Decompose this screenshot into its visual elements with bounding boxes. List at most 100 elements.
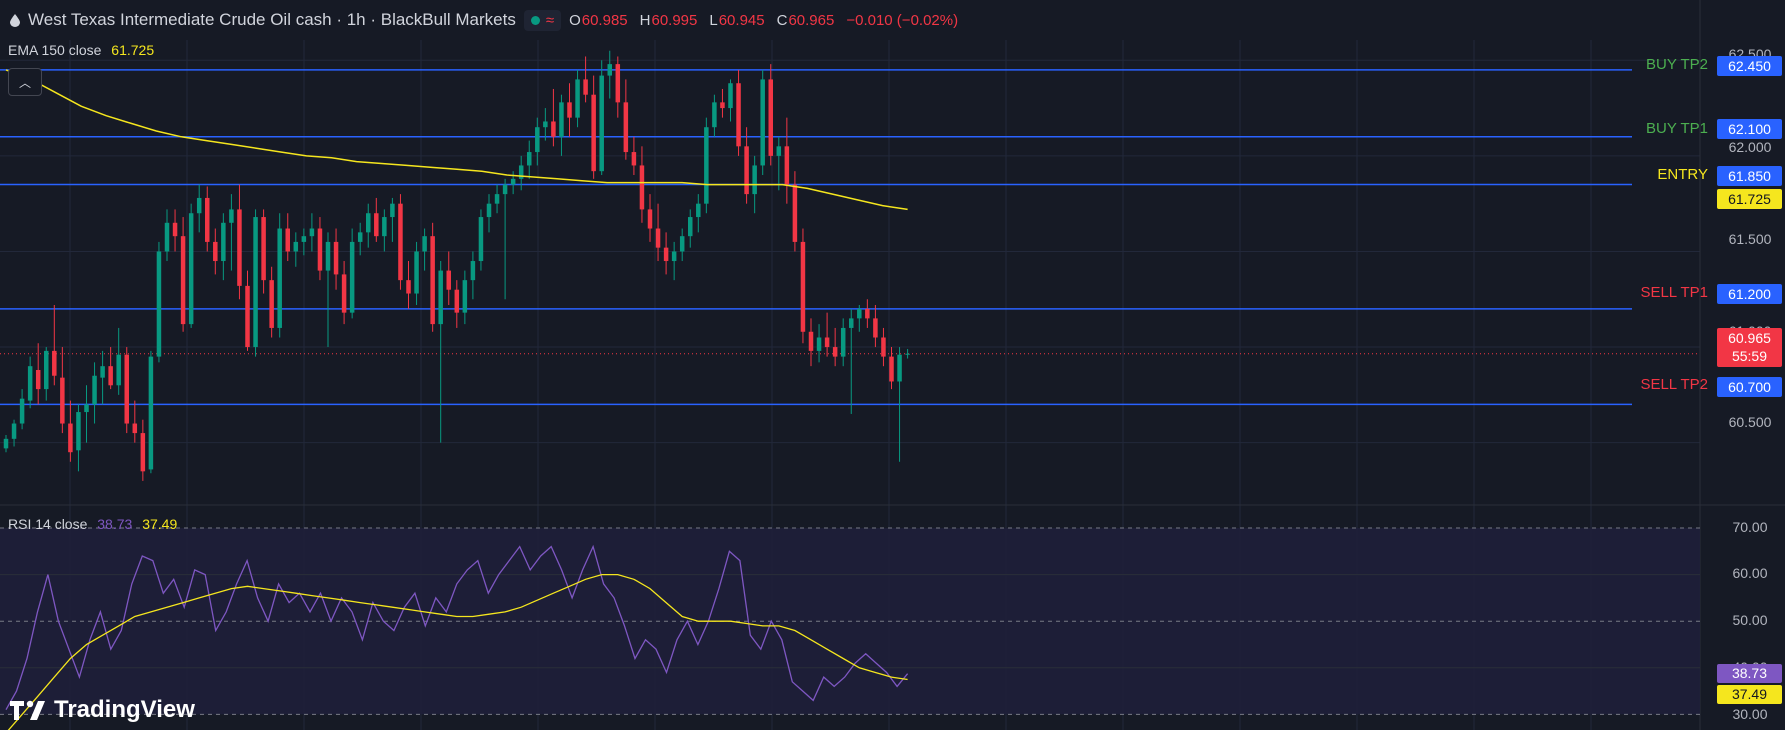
- candle: [559, 102, 564, 137]
- tradingview-logo-icon: [10, 700, 45, 720]
- candle: [832, 347, 838, 357]
- buy-tp2-label: BUY TP2: [1646, 56, 1708, 73]
- candle: [615, 64, 621, 103]
- candle: [172, 222, 178, 237]
- candle: [535, 127, 540, 153]
- candle: [164, 222, 170, 252]
- high-value: 60.995: [651, 11, 698, 29]
- logo-text: TradingView: [54, 696, 195, 723]
- candle: [679, 236, 685, 252]
- candle: [688, 217, 693, 237]
- candle: [261, 217, 266, 281]
- candle: [92, 375, 97, 405]
- candle: [84, 404, 89, 413]
- candle: [800, 241, 806, 332]
- candle: [744, 146, 749, 195]
- ema-legend[interactable]: EMA 150 close 61.725: [8, 42, 154, 58]
- candle: [116, 354, 121, 386]
- price-tick: 61.500: [1728, 231, 1772, 247]
- candle: [623, 102, 629, 153]
- candle: [736, 83, 741, 147]
- candle: [696, 203, 701, 218]
- candle: [591, 94, 596, 172]
- candle: [567, 102, 572, 118]
- candle: [478, 217, 484, 262]
- candle: [196, 197, 202, 214]
- tradingview-logo[interactable]: TradingView: [10, 696, 195, 724]
- candle: [357, 232, 363, 242]
- price-tick: 60.500: [1728, 414, 1772, 430]
- candle: [68, 423, 73, 453]
- candle: [712, 102, 717, 128]
- candle: [575, 79, 580, 118]
- candle: [824, 337, 830, 348]
- low-value: 60.945: [718, 11, 765, 29]
- current-price: 60.965: [1728, 330, 1771, 346]
- market-status-badge[interactable]: ≈: [523, 9, 562, 31]
- bar-countdown: 55:59: [1731, 348, 1768, 364]
- candle: [438, 270, 443, 325]
- candle: [857, 308, 862, 319]
- candle: [599, 75, 604, 172]
- candle: [881, 337, 886, 357]
- oil-drop-icon: [10, 13, 20, 27]
- sell-tp1-label: SELL TP1: [1640, 284, 1708, 301]
- candle: [269, 280, 274, 328]
- candle: [849, 318, 854, 328]
- candle: [229, 209, 234, 223]
- change-value: −0.010 (−0.02%): [846, 11, 959, 29]
- candle: [704, 127, 709, 204]
- collapse-legend-button[interactable]: ︿: [8, 68, 42, 96]
- buy-tp1-price-tag[interactable]: 62.100: [1717, 119, 1782, 139]
- candle: [631, 152, 637, 166]
- sell-tp1-price-tag[interactable]: 61.200: [1717, 284, 1782, 304]
- candle: [253, 217, 258, 348]
- candle: [293, 241, 299, 252]
- candle: [11, 423, 17, 439]
- rsi-line: [5, 544, 909, 711]
- close-value: 60.965: [788, 11, 835, 29]
- candle: [446, 270, 451, 290]
- candle: [349, 241, 355, 313]
- ema-legend-value: 61.725: [111, 42, 155, 58]
- candle: [140, 433, 146, 472]
- symbol-title[interactable]: West Texas Intermediate Crude Oil cash ·…: [28, 10, 516, 29]
- candle: [333, 241, 339, 275]
- rsi-value-tag: 38.73: [1717, 664, 1782, 683]
- candle: [382, 217, 387, 237]
- candle: [792, 184, 798, 242]
- sell-tp2-price-tag[interactable]: 60.700: [1717, 377, 1782, 397]
- candle: [366, 213, 371, 233]
- candle: [760, 79, 765, 166]
- candle: [325, 241, 331, 271]
- candle: [76, 412, 81, 451]
- candle: [663, 247, 669, 262]
- candle: [390, 203, 395, 218]
- rsi-legend-value: 38.73: [97, 516, 133, 532]
- chart-header: West Texas Intermediate Crude Oil cash ·…: [0, 0, 958, 40]
- candle: [752, 165, 757, 195]
- rsi-legend[interactable]: RSI 14 close 38.73 37.49: [8, 516, 177, 532]
- candle: [188, 213, 194, 325]
- sell-tp2-label: SELL TP2: [1640, 376, 1708, 393]
- chevron-up-icon: ︿: [18, 75, 31, 90]
- candle: [27, 366, 33, 401]
- candle: [776, 146, 782, 156]
- candle: [816, 337, 822, 351]
- candle: [527, 152, 532, 166]
- buy-tp1-label: BUY TP1: [1646, 120, 1708, 137]
- candle: [865, 308, 870, 319]
- candle: [768, 79, 773, 156]
- candle: [398, 203, 403, 281]
- ohlc-readout: O60.985 H60.995 L60.945 C60.965 −0.010 (…: [569, 11, 959, 29]
- candle: [583, 79, 588, 95]
- entry-price-tag[interactable]: 61.850: [1717, 166, 1782, 186]
- current-price-tag: 60.965 55:59: [1717, 328, 1782, 367]
- open-value: 60.985: [581, 11, 628, 29]
- candle: [647, 209, 653, 229]
- candle: [470, 261, 476, 281]
- buy-tp2-price-tag[interactable]: 62.450: [1717, 56, 1782, 76]
- candle: [277, 228, 282, 328]
- candle: [494, 194, 500, 204]
